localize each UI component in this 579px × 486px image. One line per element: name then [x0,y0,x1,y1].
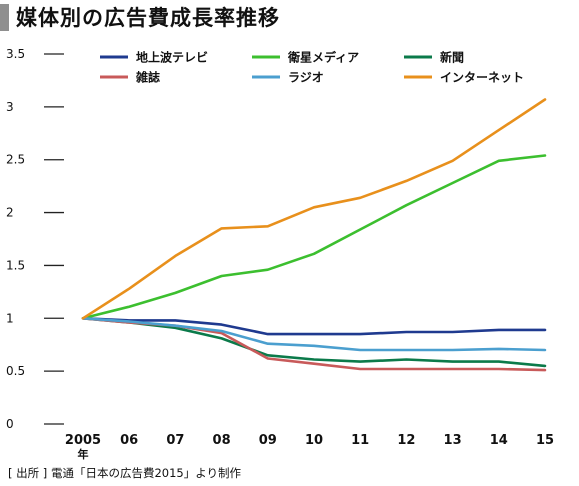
x-tick-label: 15 [536,433,554,448]
y-tick-label: 3.5 [6,47,25,61]
series-line [81,316,547,336]
x-tick-label: 08 [213,433,231,448]
series-line [81,154,547,320]
x-tick-label: 12 [397,433,415,448]
legend-label: 雑誌 [135,70,160,85]
y-tick-label: 0 [6,417,14,431]
x-tick-label: 14 [490,433,508,448]
x-tick-label: 13 [444,433,462,448]
legend-label: インターネット [440,71,524,85]
x-tick-label: 10 [305,433,323,448]
series-line [81,316,547,368]
y-tick-label: 0.5 [6,364,25,378]
title-block: 媒体別の広告費成長率推移 [0,0,280,34]
y-tick-label: 2 [6,206,14,220]
series-line [81,316,547,352]
y-tick-label: 3 [6,100,14,114]
legend-label: ラジオ [288,71,324,85]
page-title: 媒体別の広告費成長率推移 [16,6,280,30]
x-tick-label: 11 [351,433,369,448]
source-note: [ 出所 ] 電通「日本の広告費2015」より制作 [8,466,241,480]
legend-label: 新聞 [440,50,464,65]
x-tick-label: 07 [166,433,184,448]
y-tick-label: 1 [6,311,14,325]
x-tick-label: 2005 [65,433,101,448]
x-tick-label: 06 [120,433,138,448]
title-accent-bar [0,3,9,31]
y-tick-label: 1.5 [6,258,25,272]
x-unit-label: 年 [78,447,89,461]
x-tick-label: 09 [259,433,277,448]
y-tick-label: 2.5 [6,153,25,167]
series-line [81,98,547,320]
legend-label: 地上波テレビ [136,50,208,65]
legend-label: 衛星メディア [287,50,359,65]
